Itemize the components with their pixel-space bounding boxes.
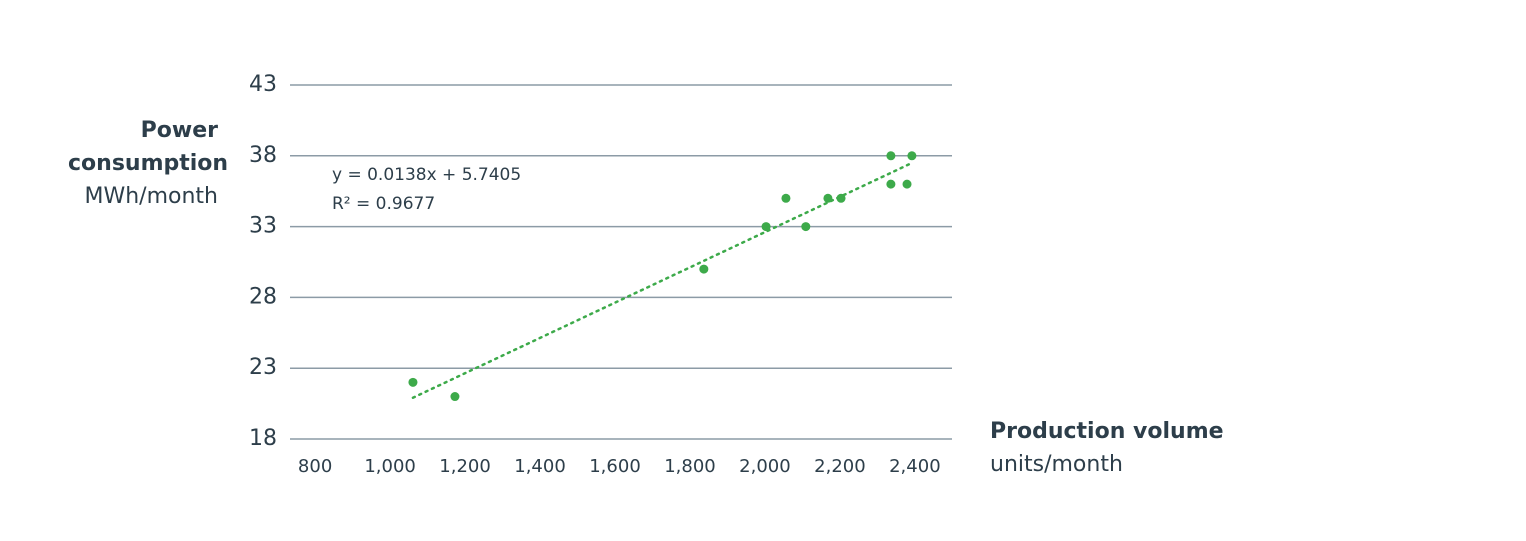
x-tick-label: 800: [298, 456, 332, 477]
x-unit: units/month: [990, 452, 1123, 477]
annotation: R² = 0.9677: [332, 194, 435, 214]
y-tick-label: 43: [249, 72, 277, 97]
y-unit: MWh/month: [84, 184, 219, 209]
y-tick-label: 33: [249, 214, 277, 239]
y-tick-label: 28: [249, 284, 277, 309]
point: [907, 151, 917, 161]
point: [801, 222, 811, 232]
x-label: Production volume: [990, 419, 1224, 444]
trend-line: [411, 161, 914, 399]
y-axis-title: Power consumption MWh/month: [68, 114, 229, 213]
y-tick-label: 38: [249, 143, 277, 168]
x-tick-label: 1,600: [589, 456, 641, 477]
annotation: y = 0.0138x + 5.7405: [332, 165, 521, 185]
point: [781, 193, 791, 203]
point: [699, 264, 709, 274]
point: [408, 377, 418, 387]
x-tick-label: 2,000: [739, 456, 791, 477]
point: [886, 151, 896, 161]
x-tick-label: 1,200: [439, 456, 491, 477]
x-tick-label: 2,200: [814, 456, 866, 477]
point: [836, 193, 846, 203]
point: [450, 392, 460, 402]
point: [823, 193, 833, 203]
x-tick-label: 1,800: [664, 456, 716, 477]
point: [761, 222, 771, 232]
point: [886, 179, 896, 189]
x-tick-label: 2,400: [889, 456, 941, 477]
point: [902, 179, 912, 189]
x-tick-label: 1,000: [364, 456, 416, 477]
y-tick-label: 18: [249, 426, 277, 451]
y-label: Power consumption: [68, 118, 229, 176]
y-tick-label: 23: [249, 355, 277, 380]
x-axis-title: Production volume units/month: [990, 415, 1224, 481]
x-tick-label: 1,400: [514, 456, 566, 477]
